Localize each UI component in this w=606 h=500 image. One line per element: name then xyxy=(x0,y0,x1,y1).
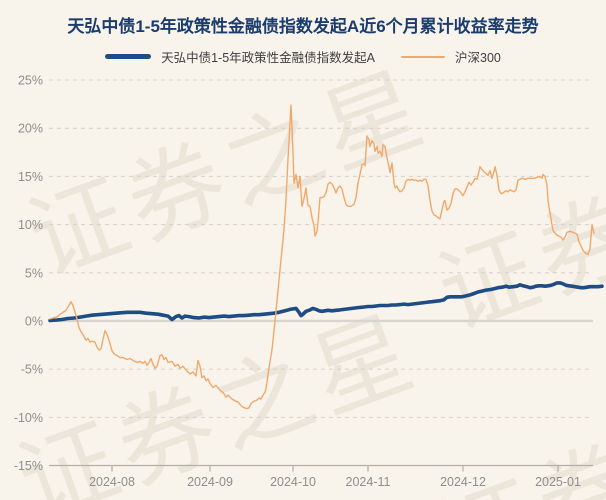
svg-text:2024-12: 2024-12 xyxy=(440,475,486,489)
svg-text:2024-11: 2024-11 xyxy=(346,475,391,489)
legend-label-fund: 天弘中债1-5年政策性金融债指数发起A xyxy=(161,51,376,65)
csi300-line-swatch xyxy=(401,55,446,58)
svg-text:20%: 20% xyxy=(18,122,43,136)
fund-line-swatch xyxy=(105,54,152,59)
svg-text:15%: 15% xyxy=(18,170,43,184)
svg-text:2024-10: 2024-10 xyxy=(270,475,316,489)
svg-text:5%: 5% xyxy=(25,266,43,280)
svg-text:0%: 0% xyxy=(25,314,43,328)
page-title: 天弘中债1-5年政策性金融债指数发起A近6个月累计收益率走势 xyxy=(67,17,539,36)
svg-text:2025-01: 2025-01 xyxy=(535,475,581,489)
svg-text:-10%: -10% xyxy=(14,411,43,425)
legend-label-csi300: 沪深300 xyxy=(455,51,501,65)
svg-text:2024-08: 2024-08 xyxy=(89,475,135,489)
legend-item-csi300[interactable]: 沪深300 xyxy=(401,47,501,66)
svg-text:25%: 25% xyxy=(18,74,43,88)
svg-text:-15%: -15% xyxy=(14,459,43,473)
legend-item-fund[interactable]: 天弘中债1-5年政策性金融债指数发起A xyxy=(105,47,375,66)
svg-text:2024-09: 2024-09 xyxy=(187,475,233,489)
chart-legend: 天弘中债1-5年政策性金融债指数发起A 沪深300 xyxy=(0,47,606,66)
svg-text:-5%: -5% xyxy=(21,363,43,377)
svg-text:10%: 10% xyxy=(18,218,43,232)
